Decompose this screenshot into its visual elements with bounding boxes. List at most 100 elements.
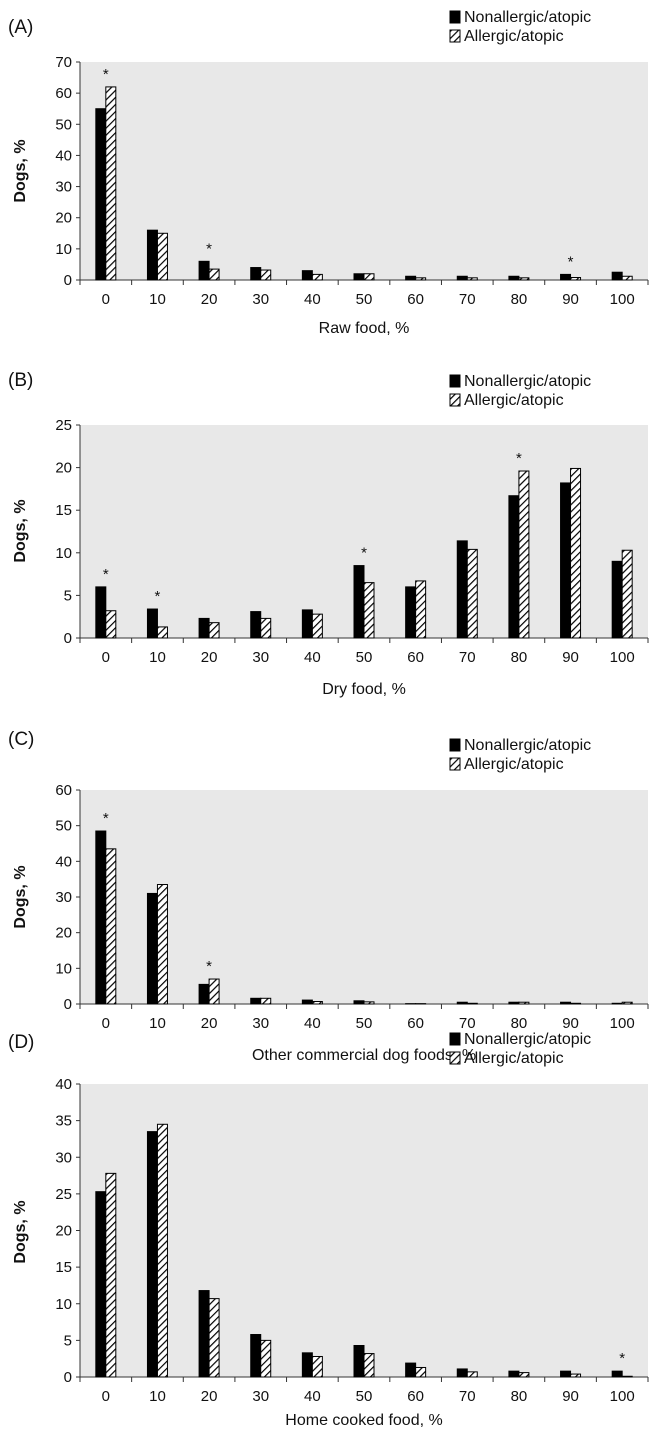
x-axis-title: Home cooked food, % <box>285 1412 442 1429</box>
significance-marker: * <box>155 588 161 605</box>
bar-nonallergic <box>456 540 468 639</box>
y-tick-label: 30 <box>55 889 72 906</box>
legend-label: Nonallergic/atopic <box>464 373 591 390</box>
x-tick-label: 10 <box>149 291 166 308</box>
y-axis-title: Dogs, % <box>12 499 29 562</box>
x-tick-label: 70 <box>459 649 476 666</box>
bar-allergic <box>621 275 633 281</box>
bar-nonallergic <box>508 495 520 639</box>
bar-allergic <box>466 277 478 281</box>
legend-label: Allergic/atopic <box>464 1050 564 1067</box>
x-tick-label: 70 <box>459 1388 476 1405</box>
y-tick-label: 10 <box>55 545 72 562</box>
y-tick-label: 60 <box>55 782 72 799</box>
legend-label: Allergic/atopic <box>464 392 564 409</box>
bar-allergic <box>156 626 168 639</box>
x-tick-label: 30 <box>252 291 269 308</box>
bar-nonallergic <box>508 1370 520 1378</box>
x-tick-label: 50 <box>356 1388 373 1405</box>
bar-nonallergic <box>250 611 262 639</box>
bar-allergic <box>208 268 220 281</box>
x-tick-label: 30 <box>252 1388 269 1405</box>
bar-nonallergic <box>456 1001 468 1005</box>
bar-nonallergic <box>301 270 313 281</box>
x-tick-label: 90 <box>562 291 579 308</box>
significance-marker: * <box>103 810 109 827</box>
significance-marker: * <box>568 253 574 270</box>
y-axis-title: Dogs, % <box>12 865 29 928</box>
legend-label: Allergic/atopic <box>464 28 564 45</box>
x-tick-label: 0 <box>102 649 110 666</box>
bar-nonallergic <box>611 271 623 281</box>
bar-allergic <box>466 1002 478 1005</box>
bar-nonallergic <box>250 997 262 1005</box>
y-tick-label: 0 <box>64 996 72 1013</box>
significance-marker: * <box>361 545 367 562</box>
y-tick-label: 20 <box>55 925 72 942</box>
bar-nonallergic <box>611 1002 623 1005</box>
y-tick-label: 0 <box>64 1369 72 1386</box>
bar-nonallergic <box>611 1370 623 1378</box>
bar-nonallergic <box>198 617 210 639</box>
bar-nonallergic <box>95 830 107 1005</box>
x-axis-title: Other commercial dog foods, % <box>252 1047 476 1064</box>
x-tick-label: 50 <box>356 291 373 308</box>
bar-allergic <box>311 1355 323 1378</box>
bar-allergic <box>208 1298 220 1378</box>
x-tick-label: 20 <box>201 649 218 666</box>
bar-allergic <box>105 1172 117 1378</box>
x-tick-label: 50 <box>356 649 373 666</box>
bar-allergic <box>105 86 117 281</box>
bar-nonallergic <box>146 608 158 639</box>
bar-allergic <box>311 273 323 281</box>
x-tick-label: 100 <box>610 1015 635 1032</box>
bar-nonallergic <box>405 275 417 281</box>
y-tick-label: 10 <box>55 960 72 977</box>
bar-nonallergic <box>146 1131 158 1378</box>
x-tick-label: 40 <box>304 1015 321 1032</box>
panel-c: (C) 0 10 20 30 40 50 60 0 * 10 20 * 30 40 50 60 70 80 90 100… <box>8 729 649 1064</box>
x-tick-label: 100 <box>610 1388 635 1405</box>
y-tick-label: 20 <box>55 210 72 227</box>
x-tick-label: 90 <box>562 1388 579 1405</box>
bar-allergic <box>518 277 530 281</box>
panel-b: (B) 0 5 10 15 20 25 0 * 10 * 20 30 40 50 * 60 70 80 * 90 100 D… <box>8 370 649 698</box>
bar-allergic <box>156 232 168 281</box>
bar-allergic <box>363 1353 375 1378</box>
bar-nonallergic <box>95 586 107 639</box>
bar-allergic <box>570 1002 582 1005</box>
x-tick-label: 90 <box>562 1015 579 1032</box>
x-tick-label: 0 <box>102 1015 110 1032</box>
bar-allergic <box>260 1339 272 1378</box>
x-tick-label: 0 <box>102 1388 110 1405</box>
x-tick-label: 0 <box>102 291 110 308</box>
bar-nonallergic <box>146 229 158 281</box>
bar-allergic <box>208 622 220 639</box>
y-tick-label: 5 <box>64 587 72 604</box>
y-tick-label: 25 <box>55 1186 72 1203</box>
bar-nonallergic <box>250 1334 262 1378</box>
bar-allergic <box>105 848 117 1005</box>
x-tick-label: 20 <box>201 291 218 308</box>
bar-allergic <box>363 582 375 639</box>
legend-swatch <box>449 29 461 43</box>
bar-nonallergic <box>301 609 313 639</box>
panel-label: (D) <box>8 1032 34 1053</box>
bar-allergic <box>260 997 272 1005</box>
significance-marker: * <box>103 566 109 583</box>
x-axis-title: Dry food, % <box>322 681 406 698</box>
y-tick-label: 0 <box>64 630 72 647</box>
x-tick-label: 40 <box>304 291 321 308</box>
bar-allergic <box>621 549 633 639</box>
x-tick-label: 40 <box>304 649 321 666</box>
legend-label: Nonallergic/atopic <box>464 737 591 754</box>
bar-nonallergic <box>560 1001 572 1005</box>
legend-swatch <box>449 1032 461 1046</box>
bar-allergic <box>518 470 530 639</box>
y-axis-title: Dogs, % <box>12 1200 29 1263</box>
bar-allergic <box>260 617 272 639</box>
bar-allergic <box>156 884 168 1005</box>
y-tick-label: 0 <box>64 272 72 289</box>
panel-d: (D) 0 5 10 15 20 25 30 35 40 0 10 20 30 40 50 60 70 80 90 10… <box>8 1031 649 1429</box>
